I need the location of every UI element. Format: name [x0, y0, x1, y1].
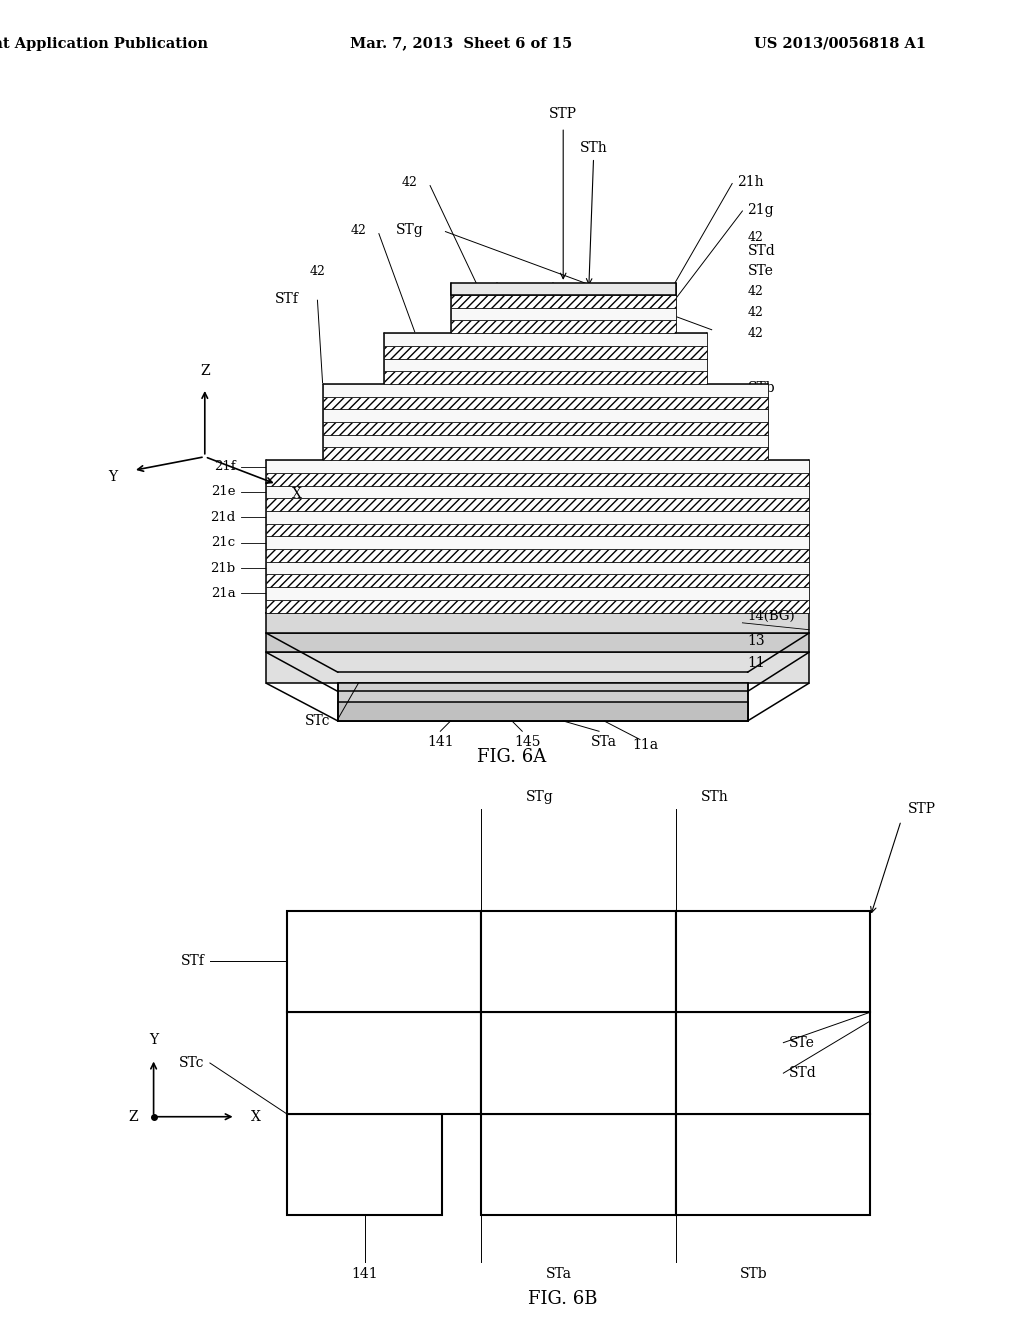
Text: X: X [292, 487, 302, 502]
Text: 21d: 21d [210, 511, 236, 524]
Text: STP: STP [549, 107, 578, 120]
Bar [287, 911, 481, 1012]
Bar [384, 359, 707, 371]
Bar [266, 562, 809, 574]
Text: STe: STe [748, 264, 773, 279]
Text: X: X [251, 1110, 261, 1123]
Text: Patent Application Publication: Patent Application Publication [0, 37, 208, 50]
Text: STd: STd [748, 244, 775, 257]
Text: STh: STh [580, 141, 608, 284]
Text: 21f: 21f [214, 459, 236, 473]
Text: 14(BG): 14(BG) [748, 610, 796, 623]
Text: 42: 42 [401, 176, 418, 189]
Bar [451, 321, 676, 333]
Text: 145: 145 [514, 734, 541, 748]
Bar [266, 599, 809, 612]
Bar [481, 911, 676, 1012]
Text: 21a: 21a [211, 587, 236, 601]
Text: 42: 42 [748, 326, 764, 339]
Bar [266, 574, 809, 587]
Bar [266, 461, 809, 473]
Text: 42: 42 [748, 306, 764, 319]
Text: 21e: 21e [211, 486, 236, 499]
Bar [266, 549, 809, 562]
Text: 21c: 21c [211, 536, 236, 549]
Bar [266, 473, 809, 486]
Bar [384, 346, 707, 359]
Bar [323, 397, 768, 409]
Bar [266, 587, 809, 599]
Bar [384, 333, 707, 346]
Bar [266, 524, 809, 536]
Bar [676, 1114, 870, 1216]
Text: STh: STh [700, 791, 729, 804]
Text: US 2013/0056818 A1: US 2013/0056818 A1 [754, 37, 926, 50]
Text: STe: STe [788, 1036, 814, 1049]
Text: Y: Y [150, 1034, 158, 1047]
Bar [323, 384, 768, 397]
Bar [266, 612, 809, 634]
Bar [451, 282, 676, 296]
Bar [266, 634, 809, 652]
Bar [266, 652, 809, 684]
Bar [266, 486, 809, 498]
Text: STa: STa [591, 734, 617, 748]
Text: STg: STg [525, 791, 554, 804]
Text: STc: STc [305, 714, 330, 729]
Bar [676, 911, 870, 1012]
Bar [676, 1012, 870, 1114]
Text: 42: 42 [350, 223, 367, 236]
Bar [451, 296, 676, 308]
Bar [323, 434, 768, 447]
Bar [287, 1114, 442, 1216]
Text: STf: STf [274, 292, 299, 306]
Text: Mar. 7, 2013  Sheet 6 of 15: Mar. 7, 2013 Sheet 6 of 15 [349, 37, 572, 50]
Text: STd: STd [788, 1067, 816, 1080]
Text: STa: STa [546, 1266, 572, 1280]
Text: Y: Y [109, 470, 117, 484]
Text: Z: Z [200, 364, 210, 378]
Text: STc: STc [179, 1056, 205, 1071]
Bar [266, 536, 809, 549]
Text: 42: 42 [748, 429, 764, 442]
Text: 141: 141 [427, 734, 454, 748]
Bar [481, 1012, 676, 1114]
Text: 21h: 21h [737, 176, 764, 189]
Text: 42: 42 [748, 231, 764, 244]
Text: STb: STb [740, 1266, 767, 1280]
Bar [287, 1012, 481, 1114]
Bar [384, 371, 707, 384]
Text: 42: 42 [748, 285, 764, 298]
Text: 13: 13 [748, 634, 765, 648]
Bar [481, 1114, 676, 1216]
Text: STg: STg [395, 223, 424, 238]
Text: 21g: 21g [748, 202, 774, 216]
Text: Z: Z [129, 1110, 138, 1123]
Text: STf: STf [181, 954, 205, 969]
Bar [338, 684, 748, 721]
Bar [323, 422, 768, 434]
Bar [338, 702, 748, 721]
Bar [266, 511, 809, 524]
Bar [266, 498, 809, 511]
Text: STb: STb [748, 381, 775, 395]
Text: FIG. 6A: FIG. 6A [477, 747, 547, 766]
Text: 141: 141 [351, 1266, 378, 1280]
Text: STP: STP [907, 801, 936, 816]
Text: FIG. 6B: FIG. 6B [528, 1291, 598, 1308]
Text: 42: 42 [309, 265, 326, 279]
Text: 11a: 11a [632, 738, 658, 752]
Text: 21b: 21b [210, 561, 236, 574]
Text: 11: 11 [748, 656, 765, 669]
Bar [451, 308, 676, 321]
Bar [323, 409, 768, 422]
Text: 42: 42 [748, 409, 764, 422]
Bar [323, 447, 768, 461]
